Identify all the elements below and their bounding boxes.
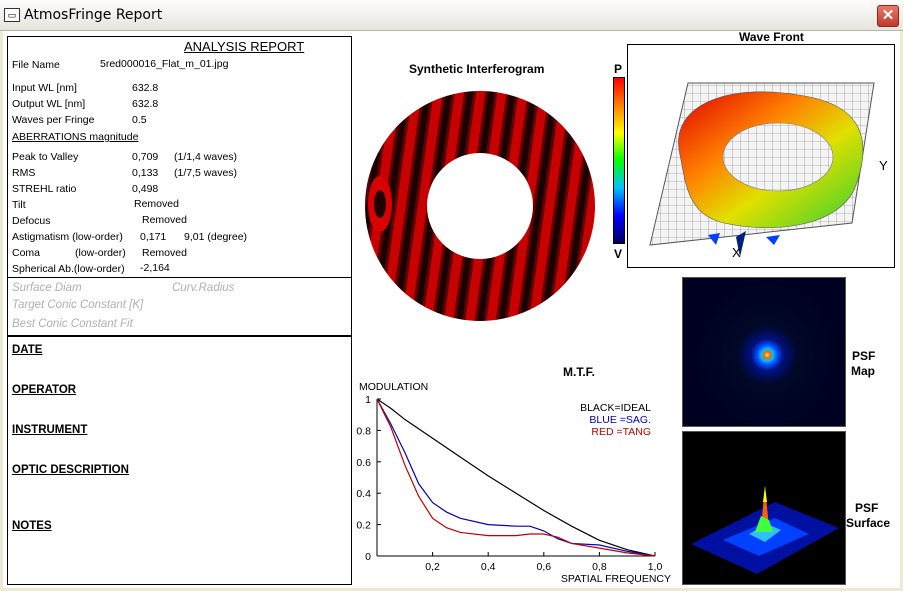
psf-surface-label-2: Surface [846,516,891,530]
psf-map-label-2: Map [851,364,875,378]
mtf-y-axis-label: MODULATION [359,381,428,393]
mtf-x-tick-label: 0,4 [481,561,496,573]
surface-diam-label: Surface Diam [12,282,82,294]
strehl-label: STREHL ratio [12,183,77,195]
astigmatism-angle: 9,01 (degree) [184,231,248,243]
psf-surface-label-1: PSF [855,501,879,515]
spherical-value: -2,164 [140,262,170,274]
psf-map [682,277,846,427]
colorbar [613,77,625,244]
mtf-y-tick-label: 0 [365,551,371,563]
rms-value: 0,133 [132,167,159,179]
astigmatism-value: 0,171 [140,231,167,243]
mtf-title: M.T.F. [563,365,595,379]
rms-waves: (1/7,5 waves) [174,167,238,179]
coma-order: (low-order) [75,247,126,259]
file-name-value: 5red000016_Flat_m_01.jpg [100,58,229,70]
input-wl-value: 632.8 [132,82,159,94]
curv-radius-label: Curv.Radius [172,282,235,294]
file-name-label: File Name [12,59,60,71]
wavefront-y-label: Y [879,158,888,173]
waves-per-fringe-value: 0.5 [132,114,147,126]
astigmatism-label: Astigmatism (low-order) [12,231,123,243]
wavefront-x-label: X [732,245,741,260]
mtf-x-tick-label: 0,6 [536,561,551,573]
ptv-value: 0,709 [132,151,159,163]
colorbar-bottom-label: V [614,247,623,261]
ptv-label: Peak to Valley [12,151,79,163]
mtf-y-tick-label: 1 [365,394,371,406]
report-heading: ANALYSIS REPORT [184,39,305,54]
mtf-legend-entry: RED =TANG [591,426,651,438]
spherical-label: Spherical Ab.(low-order) [12,263,125,275]
wavefront-title: Wave Front [739,30,804,44]
output-wl-value: 632.8 [132,98,159,110]
report-canvas: ANALYSIS REPORT File Name 5red000016_Fla… [3,30,900,588]
analysis-report-panel: ANALYSIS REPORT File Name 5red000016_Fla… [7,36,352,336]
interferogram-image [362,86,602,326]
mtf-x-axis-label: SPATIAL FREQUENCY [561,573,671,585]
aberrations-heading: ABERRATIONS magnitude [12,131,139,143]
mtf-y-tick-label: 0.4 [356,488,371,500]
notes-label: NOTES [12,520,52,532]
mtf-x-tick-label: 1,0 [648,561,663,573]
mtf-legend-entry: BLACK=IDEAL [580,402,651,414]
mtf-series-sag [376,398,656,557]
title-bar: ▭ AtmosFringe Report ✕ [0,0,903,31]
date-label: DATE [12,344,43,356]
strehl-value: 0,498 [132,183,159,195]
tilt-label: Tilt [12,199,26,211]
mtf-y-tick-label: 0.6 [356,457,371,469]
mtf-x-tick-label: 0,8 [592,561,607,573]
window-icon[interactable]: ▭ [4,8,20,22]
defocus-label: Defocus [12,215,51,227]
psf-surface [682,431,846,585]
close-button[interactable]: ✕ [877,5,899,27]
mtf-legend-entry: BLUE =SAG. [589,414,651,426]
defocus-value: Removed [142,214,187,226]
psf-surface-plot [691,486,839,574]
wavefront-surface [649,82,875,257]
waves-per-fringe-label: Waves per Fringe [12,114,95,126]
mtf-y-tick-label: 0.8 [356,425,371,437]
target-conic-label: Target Conic Constant [K] [12,299,144,311]
optic-description-label: OPTIC DESCRIPTION [12,464,129,476]
tilt-value: Removed [134,198,179,210]
mtf-y-tick-label: 0.2 [356,520,371,532]
coma-label: Coma [12,247,41,259]
rms-label: RMS [12,167,36,179]
window-title: AtmosFringe Report [24,7,163,23]
coma-value: Removed [142,247,187,259]
instrument-label: INSTRUMENT [12,424,88,436]
report-divider [8,277,351,278]
colorbar-top-label: P [614,62,623,76]
interferogram-title: Synthetic Interferogram [409,62,545,76]
wavefront-plot: X Y [627,44,895,268]
best-conic-label: Best Conic Constant Fit [12,318,133,330]
output-wl-label: Output WL [nm] [12,98,86,110]
info-panel: DATE OPERATOR INSTRUMENT OPTIC DESCRIPTI… [7,336,352,585]
psf-map-label-1: PSF [852,349,876,363]
operator-label: OPERATOR [12,384,77,396]
ptv-waves: (1/1,4 waves) [174,151,238,163]
input-wl-label: Input WL [nm] [12,82,77,94]
mtf-series-tang [376,398,656,557]
mtf-x-tick-label: 0,2 [425,561,440,573]
mtf-series-ideal [376,398,656,557]
mtf-chart: 0 0.2 0.4 0.6 0.8 1 0,2 0,4 0,6 0,8 1,0 MODULATION S… [356,381,671,585]
